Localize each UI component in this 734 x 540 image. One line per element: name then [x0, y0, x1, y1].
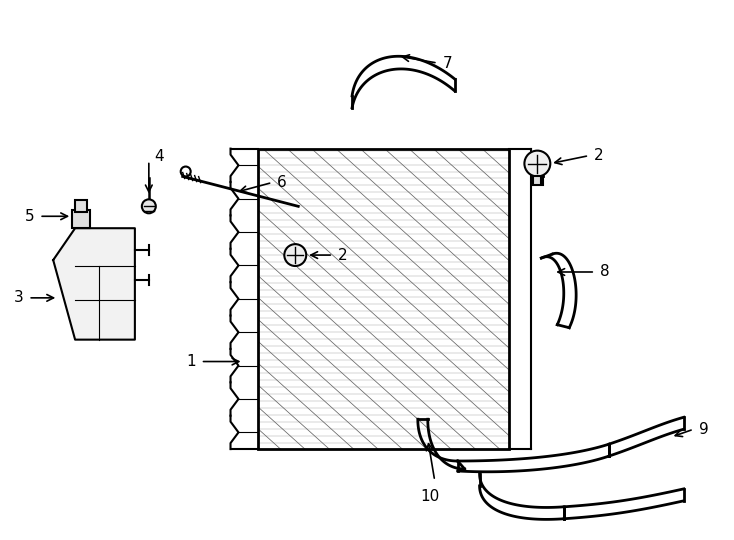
Circle shape [142, 199, 156, 213]
Bar [258, 148, 509, 449]
Text: 8: 8 [600, 265, 610, 280]
Polygon shape [53, 228, 135, 340]
Bar [258, 148, 509, 449]
Text: 3: 3 [13, 291, 23, 305]
Circle shape [284, 244, 306, 266]
Text: 1: 1 [186, 354, 196, 369]
Text: 6: 6 [277, 175, 287, 190]
Text: 2: 2 [338, 247, 348, 262]
Bar [72, 210, 90, 228]
Text: 9: 9 [699, 422, 708, 437]
Circle shape [524, 151, 550, 177]
Text: 10: 10 [420, 489, 440, 504]
Text: 4: 4 [154, 149, 164, 164]
Bar [534, 177, 542, 185]
Bar [75, 200, 87, 212]
Text: 5: 5 [25, 209, 34, 224]
Text: 2: 2 [594, 148, 604, 163]
Text: 7: 7 [443, 56, 452, 71]
